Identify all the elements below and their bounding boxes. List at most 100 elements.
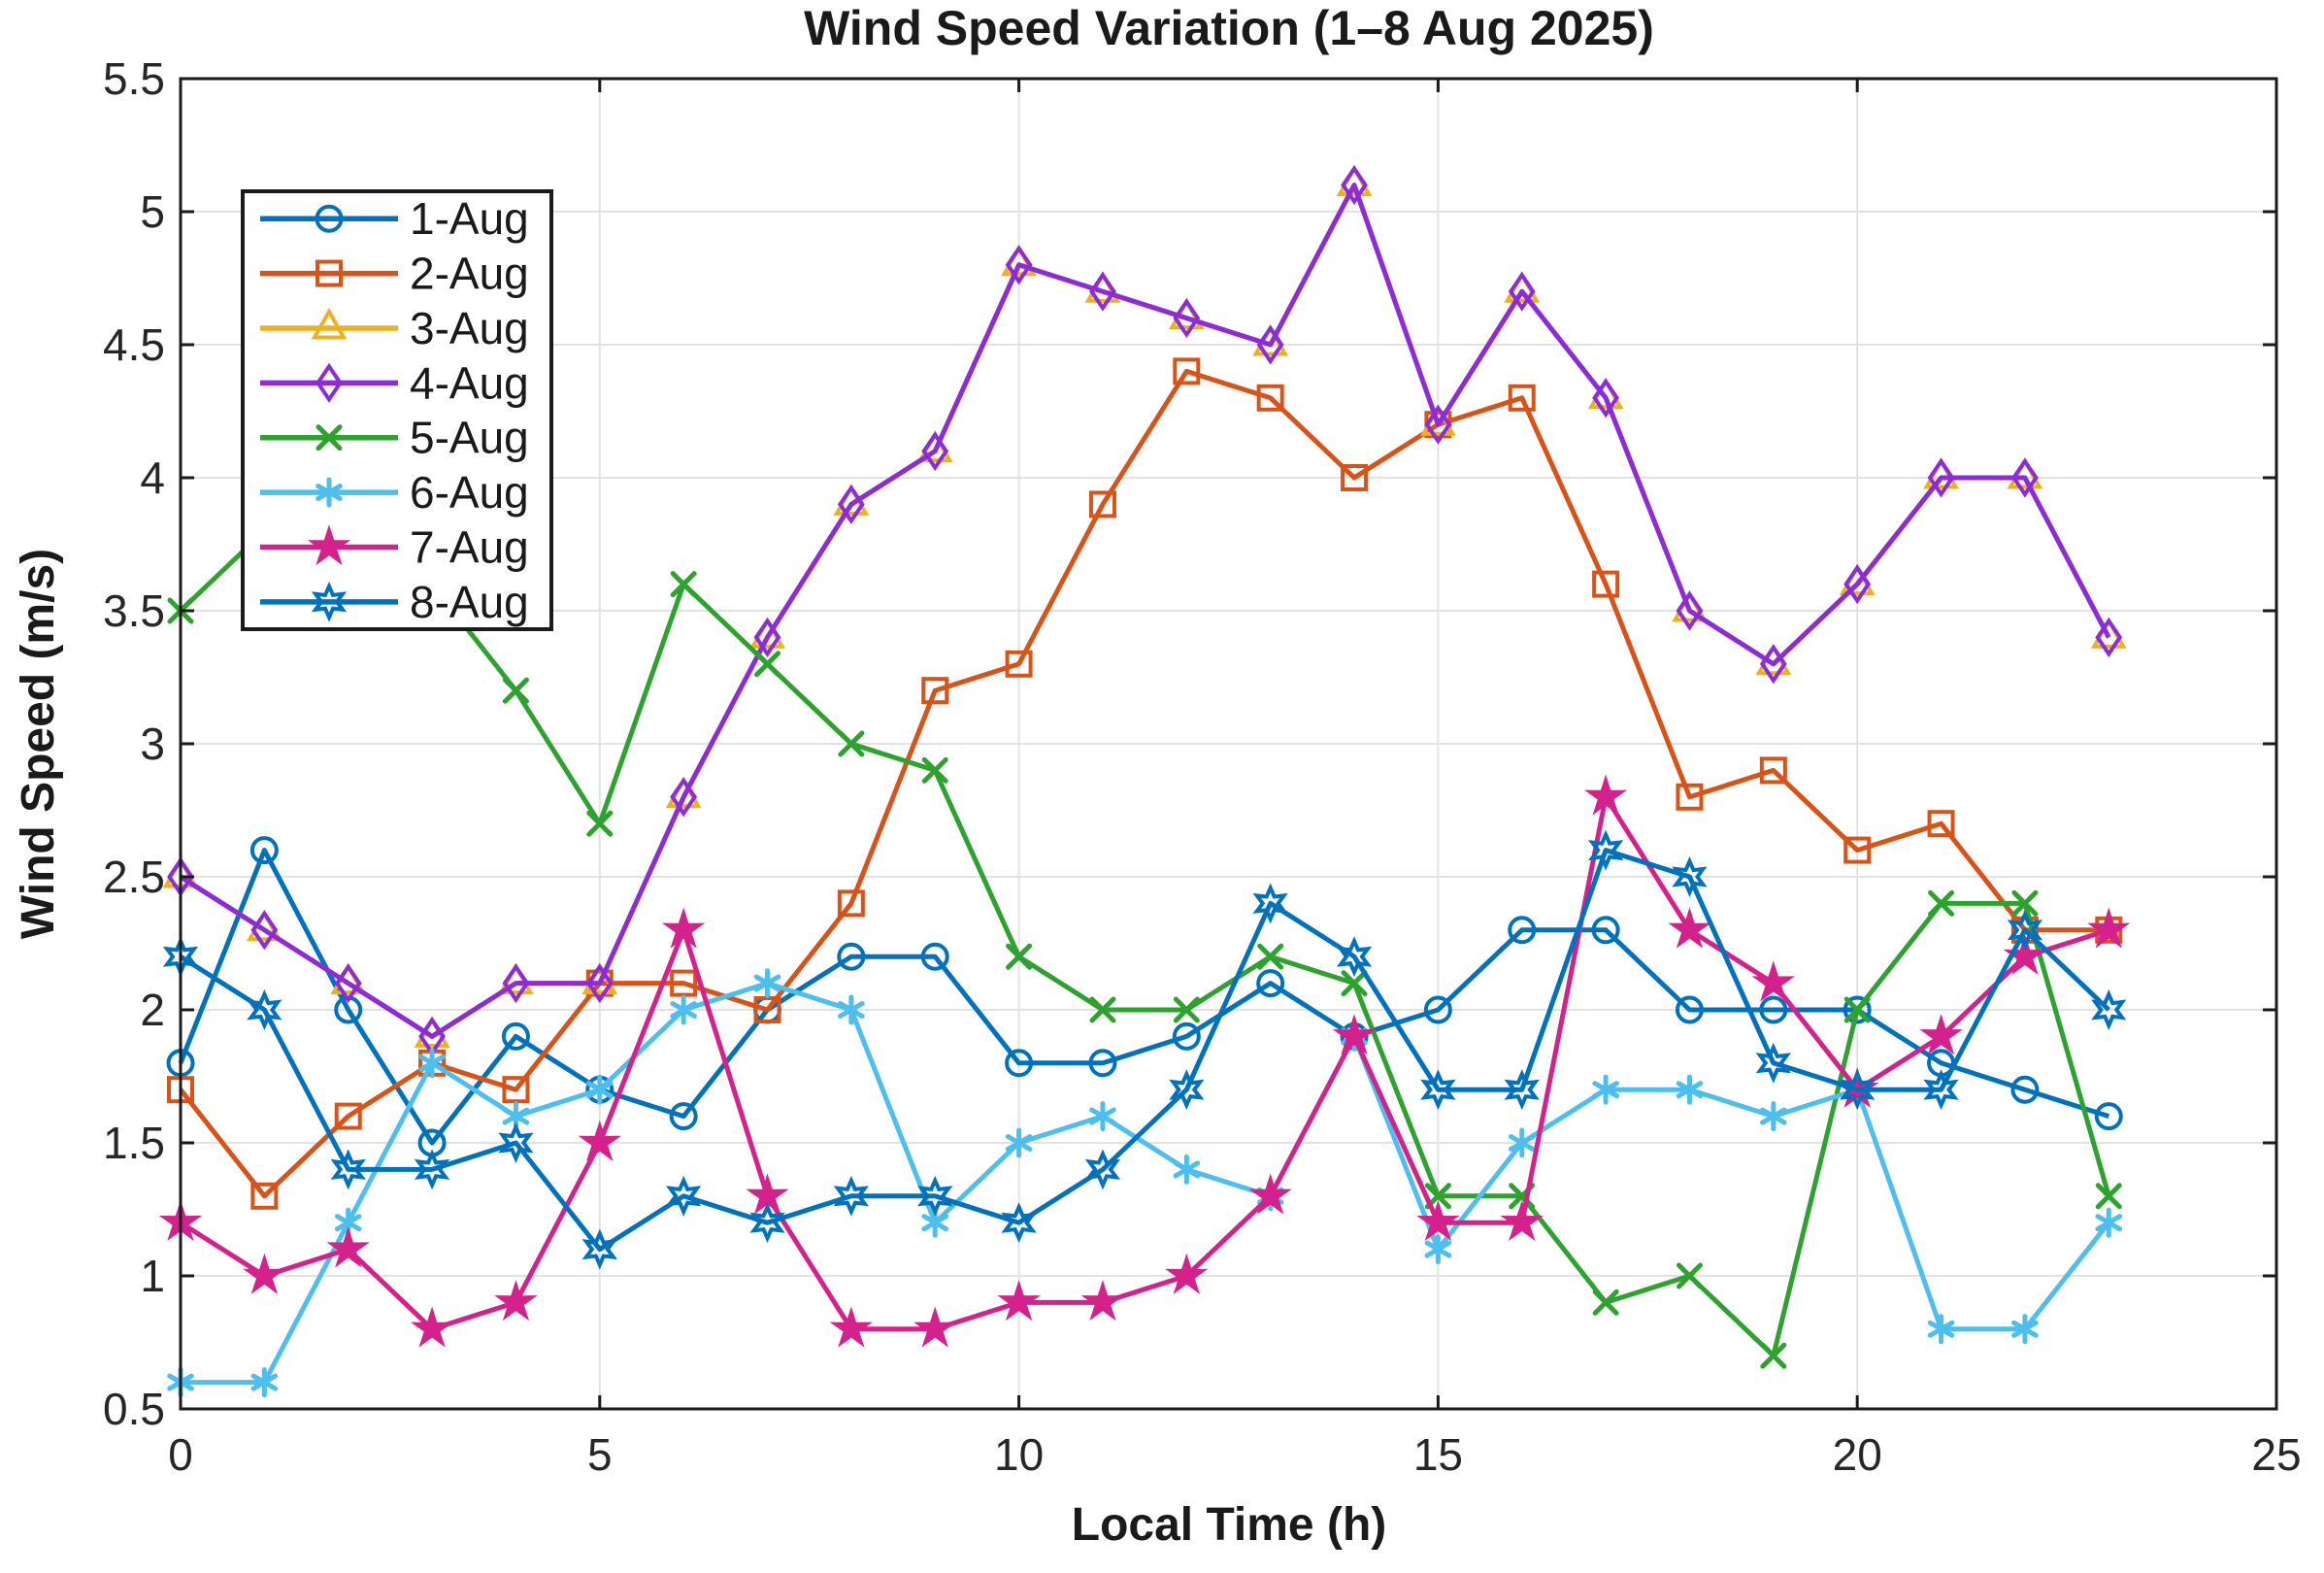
asterisk-marker [1676, 1074, 1704, 1105]
hexagram-marker [749, 1202, 785, 1244]
diamond-marker [585, 963, 614, 1004]
star-marker [410, 1306, 454, 1348]
legend-item-5-aug: 5-Aug [260, 413, 529, 463]
x-tick-label: 15 [1413, 1429, 1463, 1480]
x-marker [1341, 970, 1368, 997]
diamond-marker [1843, 564, 1872, 605]
y-tick-label: 1 [140, 1251, 165, 1301]
x-tick-label: 25 [2251, 1429, 2301, 1480]
square-marker [837, 889, 865, 918]
star-marker [1751, 960, 1796, 1002]
circle-marker [1005, 1049, 1034, 1078]
square-marker [1341, 464, 1369, 491]
diamond-marker [502, 963, 530, 1004]
asterisk-marker [1927, 1314, 1955, 1345]
star-marker [1668, 907, 1711, 949]
y-tick-label: 1.5 [103, 1118, 165, 1168]
series-line [179, 475, 2111, 1358]
asterisk-marker [838, 994, 865, 1025]
star-marker [326, 1226, 370, 1268]
series-7-aug [158, 774, 2131, 1348]
diamond-marker [670, 777, 698, 818]
square-marker [1173, 357, 1201, 385]
x-marker [1006, 943, 1033, 970]
legend-item-7-aug: 7-Aug [260, 521, 529, 572]
x-marker [2095, 1183, 2122, 1210]
series-line [179, 183, 2111, 1039]
x-marker [670, 571, 697, 598]
hexagram-marker [917, 1175, 953, 1217]
diamond-marker [921, 431, 949, 472]
circle-marker [837, 942, 866, 971]
circle-marker [2094, 1102, 2123, 1131]
series-line [179, 368, 2109, 1199]
x-tick-label: 20 [1833, 1429, 1882, 1480]
hexagram-marker [498, 1122, 534, 1163]
x-marker [1676, 1262, 1703, 1289]
diamond-marker [250, 910, 279, 951]
x-tick-label: 10 [994, 1429, 1044, 1480]
square-marker [334, 1102, 362, 1130]
circle-marker [920, 942, 949, 971]
star-marker [829, 1306, 874, 1348]
plot-area: 0 5 10 15 20 25 0.5 1 1.5 2 2.5 3 3.5 4 4.5 5 5.5 1-Aug2-… [103, 53, 2302, 1480]
legend-item-2-aug: 2-Aug [260, 249, 529, 299]
chart-title: Wind Speed Variation (1–8 Aug 2025) [804, 1, 1654, 55]
x-marker [1257, 943, 1284, 970]
asterisk-marker [1592, 1074, 1619, 1105]
asterisk-marker [1005, 1127, 1033, 1158]
y-tick-label: 2.5 [103, 852, 165, 902]
legend-item-6-aug: 6-Aug [260, 467, 529, 518]
legend-item-1-aug: 1-Aug [260, 193, 529, 244]
legend-item-4-aug: 4-Aug [260, 357, 529, 408]
x-axis-label: Local Time (h) [1072, 1499, 1387, 1551]
diamond-marker [1173, 298, 1201, 339]
legend-label: 4-Aug [410, 357, 529, 408]
asterisk-marker [418, 1048, 446, 1079]
square-marker [1005, 650, 1033, 678]
hexagram-marker [581, 1228, 618, 1270]
series-line [179, 794, 2110, 1332]
circle-marker [1759, 995, 1788, 1024]
hexagram-marker [330, 1149, 366, 1190]
hexagram-marker [1755, 1042, 1792, 1084]
asterisk-marker [2011, 1314, 2039, 1345]
asterisk-marker [586, 1074, 614, 1105]
legend-label: 7-Aug [410, 521, 529, 572]
x-tick-label: 0 [168, 1429, 193, 1480]
x-marker [1173, 996, 1200, 1023]
legend-label: 6-Aug [410, 467, 529, 518]
legend-label: 2-Aug [410, 249, 529, 299]
hexagram-marker [1923, 1069, 1959, 1111]
circle-marker [1675, 995, 1704, 1024]
asterisk-marker [1173, 1154, 1201, 1185]
hexagram-marker [1672, 856, 1708, 897]
diamond-marker [1759, 644, 1787, 685]
square-marker [1592, 570, 1620, 598]
y-tick-label: 5.5 [103, 53, 165, 104]
y-tick-label: 4 [140, 452, 165, 503]
circle-marker [1088, 1049, 1117, 1078]
series-line [181, 981, 2111, 1386]
y-tick-label: 3.5 [103, 586, 165, 636]
diamond-marker [1424, 404, 1452, 445]
star-marker [1500, 1199, 1544, 1242]
x-marker [586, 810, 614, 837]
hexagram-marker [247, 989, 282, 1030]
star-marker [913, 1306, 957, 1348]
hexagram-marker [414, 1149, 450, 1190]
y-tick-label: 3 [140, 719, 165, 769]
diamond-marker [334, 963, 362, 1004]
square-marker [250, 1182, 279, 1210]
x-marker [1089, 996, 1116, 1023]
hexagram-marker [1084, 1149, 1121, 1190]
x-marker [1843, 996, 1871, 1023]
diamond-marker [753, 617, 781, 657]
diamond-marker [837, 484, 865, 524]
y-tick-label: 2 [140, 985, 165, 1035]
hexagram-marker [1252, 883, 1288, 924]
x-marker [2011, 889, 2039, 917]
star-marker [1080, 1280, 1125, 1322]
